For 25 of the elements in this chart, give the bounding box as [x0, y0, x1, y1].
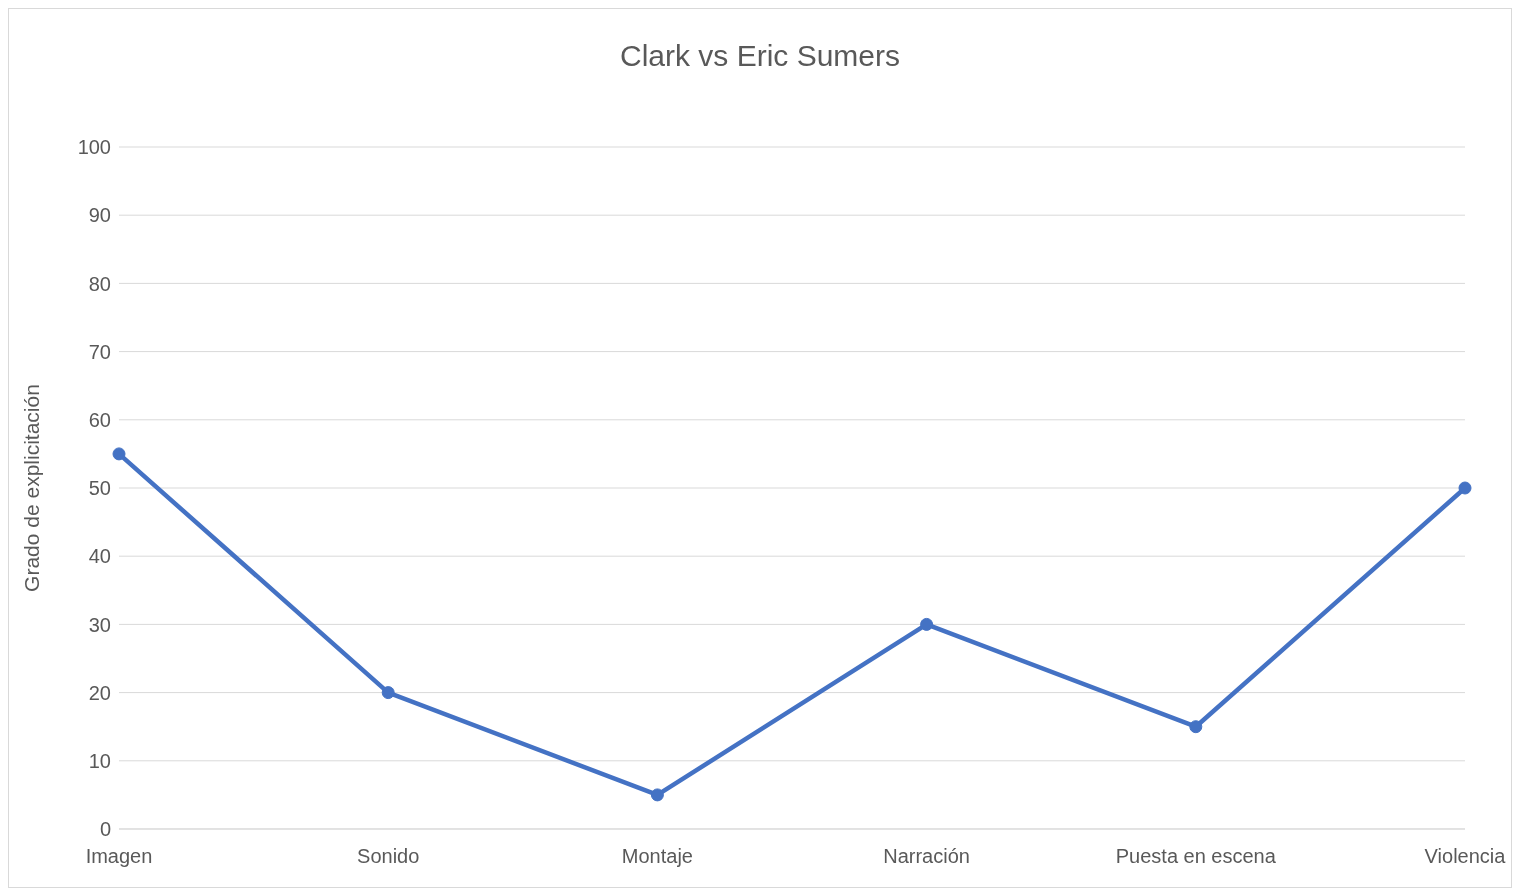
y-tick-label: 20	[88, 681, 111, 704]
y-tick-label: 80	[88, 272, 111, 295]
point	[650, 788, 664, 802]
point	[112, 447, 126, 461]
y-tick-label: 0	[99, 818, 111, 841]
point	[920, 617, 934, 631]
y-tick-label: 100	[77, 136, 111, 159]
y-tick-label: 30	[88, 613, 111, 636]
chart-title: Clark vs Eric Sumers	[618, 38, 901, 74]
point	[381, 686, 395, 700]
x-tick-label: Sonido	[357, 845, 420, 868]
x-tick-label: Montaje	[621, 845, 693, 868]
x-tick-label: Violencia	[1424, 845, 1507, 868]
point	[1458, 481, 1472, 495]
point	[1189, 720, 1203, 734]
y-axis-title: Grado de explicitación	[20, 384, 44, 592]
y-tick-label: 10	[88, 749, 111, 772]
y-tick-label: 50	[88, 477, 111, 500]
y-tick-label: 40	[88, 545, 111, 568]
x-tick-label: Puesta en escena	[1115, 845, 1277, 868]
y-tick-label: 60	[88, 408, 111, 431]
x-tick-label: Imagen	[85, 845, 153, 868]
y-tick-label: 90	[88, 204, 111, 227]
x-tick-label: Narración	[883, 845, 970, 868]
y-tick-label: 70	[88, 340, 111, 363]
